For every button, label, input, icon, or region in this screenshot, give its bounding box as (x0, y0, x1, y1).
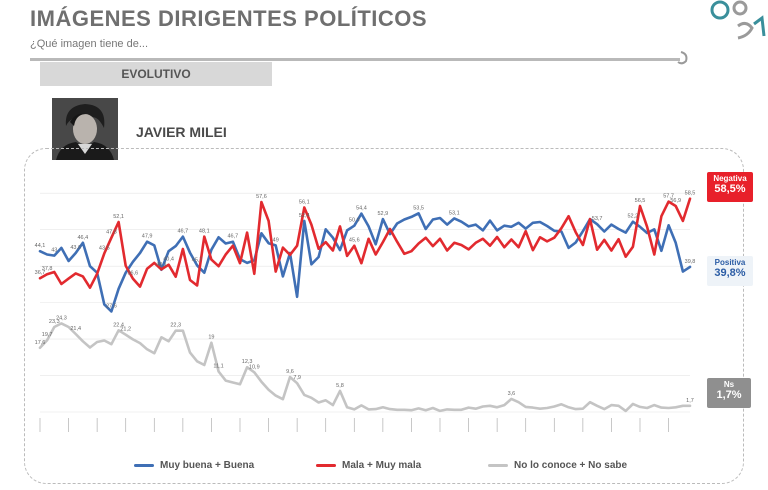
legend-label-negative: Mala + Muy mala (342, 460, 422, 471)
negative-badge-value: 58,5% (714, 183, 746, 195)
data-label-negative: 47,8 (106, 230, 117, 236)
series-line-ns (38, 322, 692, 413)
data-label-ns: 5,8 (336, 383, 344, 389)
data-label-negative: 57,6 (256, 194, 267, 200)
data-label-ns: 23,3 (49, 319, 60, 325)
data-label-ns: 21,2 (120, 327, 131, 333)
data-label-ns: 11,1 (213, 364, 223, 370)
legend-swatch-ns (488, 464, 508, 467)
chart-legend: Muy buena + Buena Mala + Muy mala No lo … (0, 456, 768, 476)
series-line-negative (38, 197, 692, 290)
data-label-positive: 52,4 (299, 213, 310, 219)
tab-evolutivo[interactable]: EVOLUTIVO (40, 62, 272, 86)
politician-name: JAVIER MILEI (136, 124, 227, 140)
positive-badge-label: Positiva (714, 258, 746, 267)
data-label-positive: 46,7 (177, 229, 188, 235)
data-label-ns: 17,6 (35, 340, 46, 346)
legend-label-ns: No lo conoce + No sabe (514, 460, 628, 471)
data-label-ns: 3,6 (508, 391, 516, 397)
data-label-ns: 22,3 (170, 323, 181, 329)
data-label-ns: 7,9 (293, 375, 301, 381)
data-label-positive: 54,4 (356, 206, 367, 212)
page-title: IMÁGENES DIRIGENTES POLÍTICOS (30, 6, 428, 31)
data-label-negative: 57,7 (663, 194, 674, 200)
data-label-negative: 45,6 (349, 238, 360, 244)
negative-badge: Negativa 58,5% (707, 172, 753, 202)
data-label-positive: 53,1 (449, 210, 460, 216)
brand-logo-icon (710, 0, 766, 40)
data-label-ns: 19,7 (42, 332, 53, 338)
ns-badge-value: 1,7% (716, 389, 742, 401)
data-label-ns: 1,7 (686, 398, 694, 404)
chart-frame (24, 148, 744, 484)
politician-photo (52, 98, 118, 160)
data-label-ns: 10,9 (249, 364, 260, 370)
data-label-ns: 19 (208, 335, 214, 341)
data-label-positive: 27,6 (106, 303, 117, 309)
data-label-positive: 52,2 (627, 214, 638, 220)
data-label-positive: 46,4 (77, 235, 88, 241)
data-label-positive: 43,6 (70, 245, 81, 251)
header-divider (30, 58, 680, 61)
data-label-positive: 44,1 (35, 243, 46, 249)
data-label-positive: 48,1 (156, 262, 167, 268)
data-label-negative: 56,5 (635, 198, 646, 204)
scroll-hook-icon (677, 51, 688, 65)
positive-badge-value: 39,8% (714, 267, 746, 279)
legend-label-positive: Muy buena + Buena (160, 460, 255, 471)
legend-item-negative: Mala + Muy mala (316, 460, 421, 471)
data-label-positive: 53,5 (413, 205, 424, 211)
data-label-ns: 9,6 (286, 369, 294, 375)
data-label-negative: 52,1 (113, 214, 124, 220)
legend-swatch-positive (134, 464, 154, 467)
ns-badge-label: Ns (723, 380, 735, 389)
data-label-negative: 56,9 (670, 198, 681, 204)
data-label-negative: 58,5 (685, 191, 696, 197)
legend-item-ns: No lo conoce + No sabe (488, 460, 627, 471)
data-label-positive: 39,8 (685, 259, 696, 265)
data-label-positive: 50,9 (349, 218, 360, 224)
data-label-ns: 22,4 (113, 322, 124, 328)
data-label-positive: 49 (273, 237, 279, 243)
page-subtitle: ¿Qué imagen tiene de... (30, 38, 149, 50)
data-label-negative: 36,7 (35, 270, 46, 276)
data-label-negative: 40,4 (163, 257, 174, 263)
data-label-positive: 53,7 (592, 216, 603, 222)
data-label-positive: 47,9 (142, 234, 153, 240)
data-label-positive: 46,7 (227, 234, 238, 240)
data-label-ns: 24,3 (56, 315, 67, 321)
data-label-ns: 12,3 (242, 359, 253, 365)
legend-item-positive: Muy buena + Buena (134, 460, 254, 471)
data-label-positive: 43 (51, 248, 57, 254)
negative-badge-label: Negativa (713, 174, 747, 183)
data-label-positive: 52,9 (377, 211, 388, 217)
data-label-negative: 43,5 (99, 245, 110, 251)
data-label-positive: 45,7 (192, 257, 203, 263)
series-line-positive (38, 212, 692, 313)
data-label-negative: 56,1 (299, 199, 310, 205)
data-label-negative: 37,8 (42, 266, 53, 272)
positive-badge: Positiva 39,8% (707, 256, 753, 286)
data-label-negative: 36,6 (127, 271, 138, 277)
ns-badge: Ns 1,7% (707, 378, 751, 408)
legend-swatch-negative (316, 464, 336, 467)
data-label-ns: 21,4 (70, 326, 81, 332)
data-label-negative: 48,1 (199, 229, 210, 235)
